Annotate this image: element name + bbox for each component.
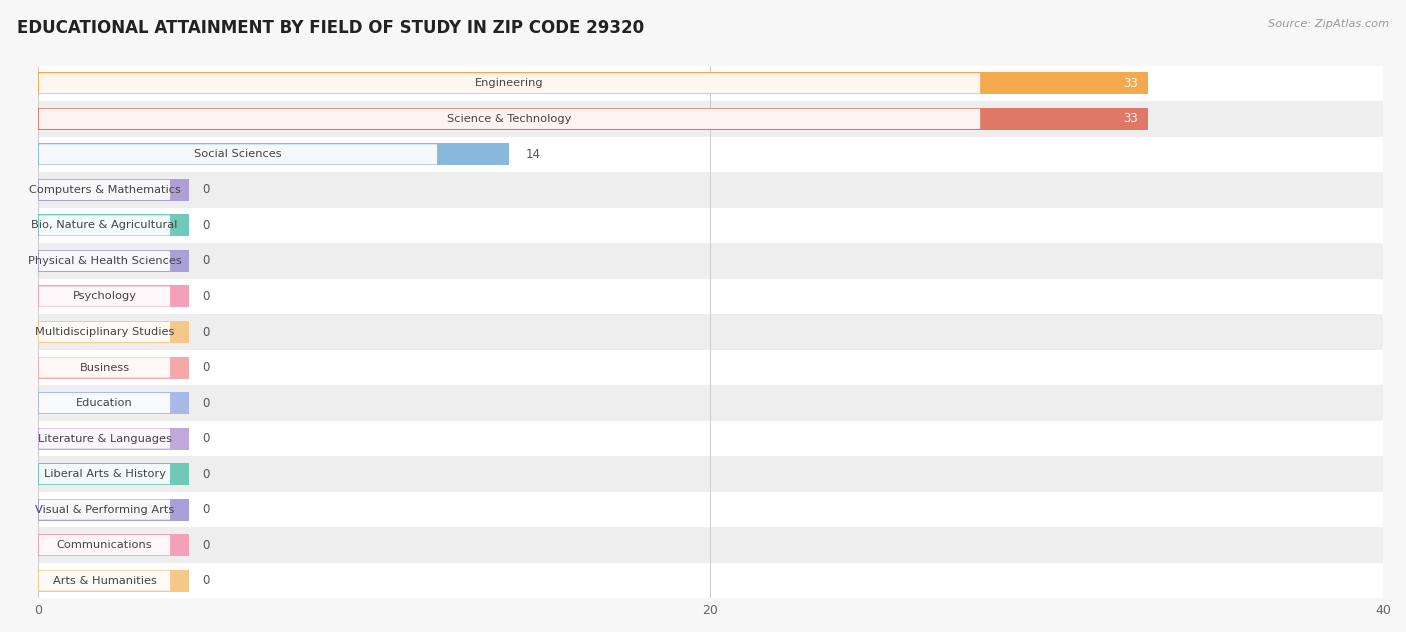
Bar [38, 392, 190, 414]
Bar [38, 349, 1384, 386]
Text: Liberal Arts & History: Liberal Arts & History [44, 469, 166, 479]
Text: 0: 0 [202, 574, 209, 587]
Text: Source: ZipAtlas.com: Source: ZipAtlas.com [1268, 19, 1389, 29]
Text: Multidisciplinary Studies: Multidisciplinary Studies [35, 327, 174, 337]
Bar [38, 208, 1384, 243]
Text: Bio, Nature & Agricultural: Bio, Nature & Agricultural [31, 221, 177, 231]
Bar [38, 214, 190, 236]
Text: 0: 0 [202, 468, 209, 480]
Bar [38, 66, 1384, 101]
FancyBboxPatch shape [39, 393, 170, 413]
Text: Psychology: Psychology [73, 291, 136, 301]
Bar [38, 243, 1384, 279]
Bar [38, 499, 190, 521]
Bar [38, 492, 1384, 527]
Bar [38, 137, 1384, 172]
Text: Computers & Mathematics: Computers & Mathematics [28, 185, 180, 195]
FancyBboxPatch shape [39, 109, 980, 129]
FancyBboxPatch shape [39, 464, 170, 484]
Text: Business: Business [80, 363, 129, 372]
Text: 0: 0 [202, 396, 209, 410]
Bar [38, 463, 190, 485]
Bar [38, 563, 1384, 599]
Bar [38, 72, 1147, 94]
Bar [38, 101, 1384, 137]
Bar [38, 286, 190, 308]
FancyBboxPatch shape [39, 499, 170, 520]
FancyBboxPatch shape [39, 73, 980, 94]
Bar [38, 279, 1384, 314]
Text: 0: 0 [202, 503, 209, 516]
Text: 14: 14 [526, 148, 540, 161]
Bar [38, 314, 1384, 349]
Text: Literature & Languages: Literature & Languages [38, 434, 172, 444]
Bar [38, 527, 1384, 563]
Text: Arts & Humanities: Arts & Humanities [52, 576, 156, 586]
FancyBboxPatch shape [39, 358, 170, 377]
Text: 0: 0 [202, 183, 209, 197]
FancyBboxPatch shape [39, 180, 170, 200]
Text: Social Sciences: Social Sciences [194, 149, 281, 159]
Bar [38, 569, 190, 592]
Text: Physical & Health Sciences: Physical & Health Sciences [28, 256, 181, 266]
Text: EDUCATIONAL ATTAINMENT BY FIELD OF STUDY IN ZIP CODE 29320: EDUCATIONAL ATTAINMENT BY FIELD OF STUDY… [17, 19, 644, 37]
Text: 0: 0 [202, 538, 209, 552]
Bar [38, 179, 190, 201]
Text: 0: 0 [202, 432, 209, 445]
Bar [38, 250, 190, 272]
Bar [38, 356, 190, 379]
Text: Engineering: Engineering [475, 78, 544, 88]
Bar [38, 421, 1384, 456]
FancyBboxPatch shape [39, 535, 170, 556]
Text: 0: 0 [202, 325, 209, 339]
Text: 0: 0 [202, 361, 209, 374]
Bar [38, 143, 509, 166]
FancyBboxPatch shape [39, 428, 170, 449]
Text: Visual & Performing Arts: Visual & Performing Arts [35, 504, 174, 514]
Bar [38, 172, 1384, 208]
Text: Education: Education [76, 398, 134, 408]
Text: 0: 0 [202, 219, 209, 232]
Text: Science & Technology: Science & Technology [447, 114, 572, 124]
FancyBboxPatch shape [39, 571, 170, 591]
Text: 33: 33 [1123, 77, 1137, 90]
Text: 0: 0 [202, 255, 209, 267]
Bar [38, 534, 190, 556]
Text: 0: 0 [202, 290, 209, 303]
Bar [38, 386, 1384, 421]
Text: 33: 33 [1123, 112, 1137, 125]
FancyBboxPatch shape [39, 251, 170, 271]
FancyBboxPatch shape [39, 144, 437, 164]
Bar [38, 108, 1147, 130]
Bar [38, 428, 190, 449]
Text: Communications: Communications [56, 540, 152, 550]
FancyBboxPatch shape [39, 322, 170, 342]
Bar [38, 321, 190, 343]
Bar [38, 456, 1384, 492]
FancyBboxPatch shape [39, 216, 170, 236]
FancyBboxPatch shape [39, 286, 170, 307]
